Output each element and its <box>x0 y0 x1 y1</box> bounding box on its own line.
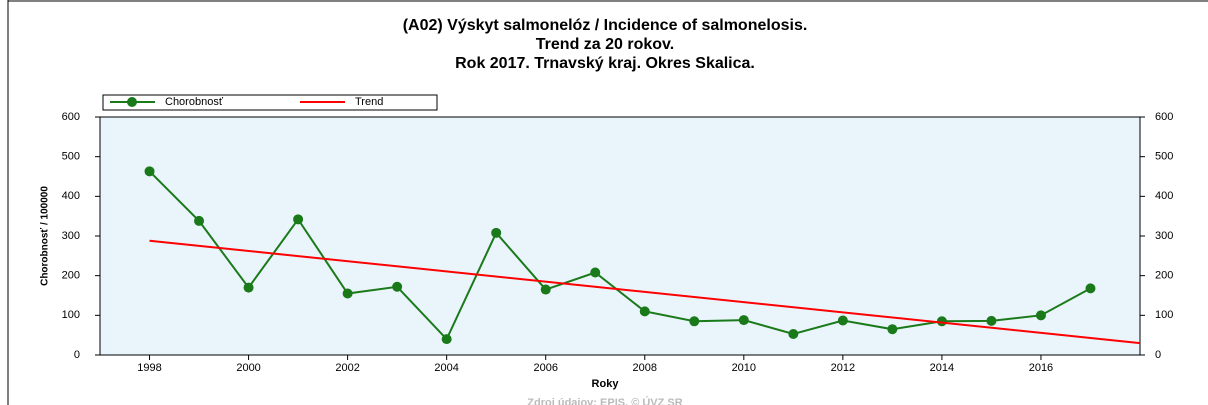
plot-area <box>99 116 1141 356</box>
y-axis-label: Chorobnosť / 100000 <box>40 186 51 286</box>
y2-tick-label: 400 <box>1155 190 1173 202</box>
legend-label: Trend <box>355 96 383 108</box>
y-tick-label: 0 <box>74 349 80 361</box>
x-tick-label: 2008 <box>633 362 657 374</box>
series-line <box>149 239 1141 345</box>
y-tick-label: 100 <box>62 309 80 321</box>
y-tick-label: 500 <box>62 151 80 163</box>
y-tick-label: 300 <box>62 230 80 242</box>
chart-title: (A02) Výskyt salmonelóz / Incidence of s… <box>403 17 808 34</box>
point <box>738 315 749 326</box>
point <box>194 215 205 226</box>
x-tick-label: 2014 <box>930 362 954 374</box>
point <box>590 267 601 278</box>
legend-label: Chorobnosť <box>165 96 224 108</box>
point <box>392 281 403 292</box>
x-tick-label: 2016 <box>1029 362 1053 374</box>
chart-subtitle: Rok 2017. Trnavský kraj. Okres Skalica. <box>455 55 755 72</box>
x-tick-label: 2010 <box>732 362 756 374</box>
point <box>689 316 700 327</box>
y2-tick-label: 100 <box>1155 309 1173 321</box>
point <box>837 315 848 326</box>
point <box>788 328 799 339</box>
x-tick-label: 2012 <box>831 362 855 374</box>
x-tick-label: 2002 <box>335 362 359 374</box>
point <box>1085 283 1096 294</box>
y2-tick-label: 600 <box>1155 111 1173 123</box>
legend <box>102 94 438 111</box>
source: Zdroj údajov: EPIS, © ÚVZ SR <box>527 396 682 405</box>
x-tick-label: 2000 <box>236 362 260 374</box>
point <box>491 227 502 238</box>
y-tick-label: 400 <box>62 190 80 202</box>
point <box>639 306 650 317</box>
point <box>887 324 898 335</box>
point <box>540 284 551 295</box>
x-axis-label: Roky <box>592 378 620 390</box>
x-tick-label: 2004 <box>434 362 458 374</box>
point <box>243 282 254 293</box>
x-tick-label: 1998 <box>137 362 161 374</box>
point <box>986 315 997 326</box>
y2-tick-label: 0 <box>1155 349 1161 361</box>
point <box>441 334 452 345</box>
legend-marker <box>127 97 137 107</box>
y-tick-label: 600 <box>62 111 80 123</box>
y2-tick-label: 200 <box>1155 270 1173 282</box>
point <box>293 214 304 225</box>
y2-tick-label: 500 <box>1155 151 1173 163</box>
point <box>342 288 353 299</box>
chart-subtitle: Trend za 20 rokov. <box>536 36 674 53</box>
x-tick-label: 2006 <box>533 362 557 374</box>
point <box>1035 310 1046 321</box>
y2-tick-label: 300 <box>1155 230 1173 242</box>
y-tick-label: 200 <box>62 270 80 282</box>
point <box>144 166 155 177</box>
